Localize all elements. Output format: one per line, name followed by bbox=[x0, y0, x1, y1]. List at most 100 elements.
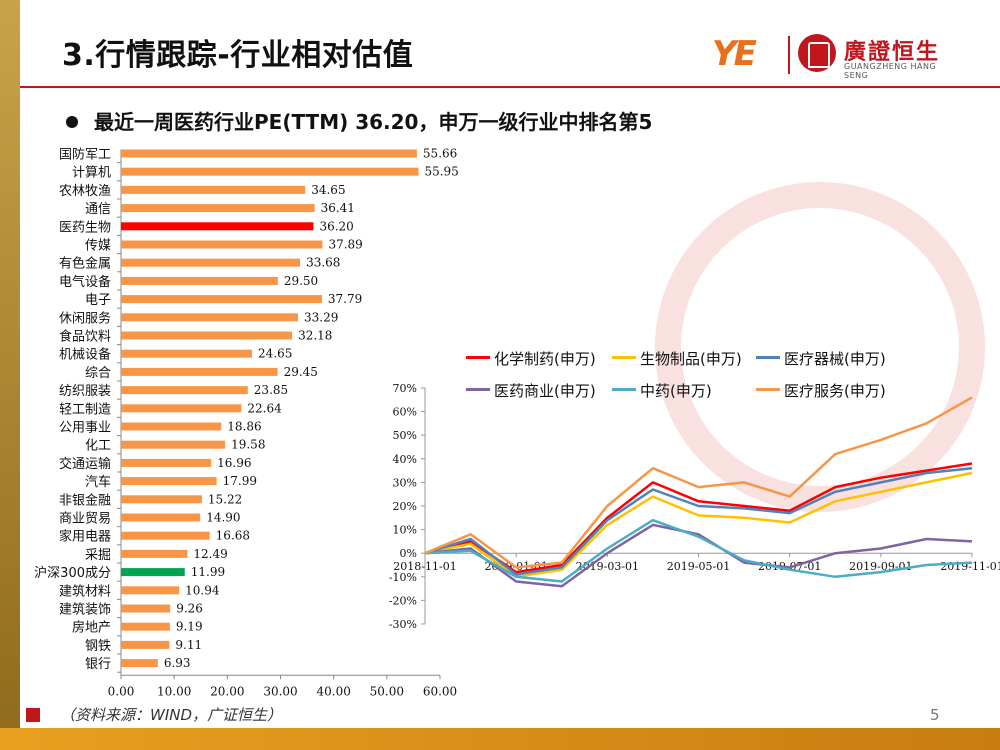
bar-value-label: 16.96 bbox=[217, 456, 251, 470]
bar-category-label: 电气设备 bbox=[59, 274, 111, 290]
line-series-5 bbox=[424, 396, 973, 569]
bar-category-label: 国防军工 bbox=[59, 147, 111, 163]
bar-2 bbox=[121, 185, 306, 194]
page-title: 3.行情跟踪-行业相对估值 bbox=[62, 38, 414, 73]
line-y-tick-label: 20% bbox=[393, 500, 417, 513]
bar-x-tick-label: 30.00 bbox=[263, 684, 297, 698]
bar-1 bbox=[121, 167, 419, 176]
logo-cn-name: 廣證恒生 bbox=[844, 40, 941, 65]
bar-category-label: 轻工制造 bbox=[59, 402, 111, 417]
bar-value-label: 33.29 bbox=[304, 310, 338, 324]
logo-en-name: GUANGZHENG HANG SENG bbox=[844, 62, 937, 80]
bar-28 bbox=[121, 659, 158, 668]
bar-value-label: 36.20 bbox=[319, 219, 353, 233]
bar-value-label: 6.93 bbox=[164, 656, 191, 670]
bar-category-label: 房地产 bbox=[72, 620, 111, 636]
bar-16 bbox=[121, 440, 226, 449]
line-x-tick-label: 2019-03-01 bbox=[576, 560, 639, 573]
legend-label: 医药商业(申万) bbox=[494, 382, 596, 400]
bar-value-label: 36.41 bbox=[321, 201, 355, 215]
bar-category-label: 机械设备 bbox=[59, 347, 111, 363]
bar-category-label: 采掘 bbox=[85, 548, 111, 563]
bar-category-label: 沪深300成分 bbox=[34, 565, 111, 581]
bar-3 bbox=[121, 204, 315, 213]
bar-x-tick-label: 40.00 bbox=[316, 684, 350, 698]
line-y-tick-label: -20% bbox=[389, 594, 417, 607]
line-series-0 bbox=[424, 462, 973, 574]
bar-25 bbox=[121, 604, 171, 613]
bar-13 bbox=[121, 386, 248, 395]
bar-category-label: 纺织服装 bbox=[59, 384, 111, 399]
bar-26 bbox=[121, 622, 170, 631]
bar-19 bbox=[121, 495, 202, 504]
legend-label: 化学制药(申万) bbox=[494, 350, 596, 368]
bar-x-tick-label: 10.00 bbox=[157, 684, 191, 698]
legend-label: 生物制品(申万) bbox=[640, 350, 742, 368]
ye-logo-mark: YE bbox=[712, 34, 757, 74]
bar-17 bbox=[121, 458, 212, 467]
bar-value-label: 29.50 bbox=[284, 274, 318, 288]
line-y-tick-label: 30% bbox=[393, 476, 417, 489]
legend-item-commerce: 医药商业(申万) bbox=[466, 380, 596, 401]
bar-15 bbox=[121, 422, 222, 431]
bar-category-label: 银行 bbox=[85, 657, 111, 672]
bar-value-label: 23.85 bbox=[254, 383, 288, 397]
line-y-tick-label: 0% bbox=[400, 547, 417, 560]
bar-category-label: 化工 bbox=[85, 439, 111, 454]
bar-0 bbox=[121, 149, 417, 158]
bar-23 bbox=[121, 568, 185, 577]
bar-value-label: 17.99 bbox=[223, 474, 257, 488]
bullet-dot-icon bbox=[66, 115, 78, 128]
seal-icon bbox=[798, 34, 836, 72]
line-chart-legend: 化学制药(申万) 生物制品(申万) 医疗器械(申万) 医药商业(申万) 中药(申… bbox=[466, 348, 936, 404]
legend-swatch bbox=[466, 356, 490, 359]
bar-21 bbox=[121, 531, 210, 540]
bar-value-label: 9.11 bbox=[175, 638, 202, 652]
bar-value-label: 9.19 bbox=[176, 620, 203, 634]
bar-value-label: 19.58 bbox=[231, 438, 265, 452]
legend-swatch bbox=[756, 356, 780, 359]
legend-swatch bbox=[612, 388, 636, 391]
bar-4 bbox=[121, 222, 314, 231]
bar-value-label: 10.94 bbox=[185, 583, 220, 597]
bar-value-label: 18.86 bbox=[227, 420, 261, 434]
footer-square-icon bbox=[26, 708, 40, 722]
bar-12 bbox=[121, 367, 278, 376]
bar-category-label: 非银金融 bbox=[59, 492, 111, 508]
bar-10 bbox=[121, 331, 293, 340]
legend-label: 医疗服务(申万) bbox=[784, 382, 886, 400]
bar-value-label: 11.99 bbox=[191, 565, 225, 579]
bar-value-label: 14.90 bbox=[206, 511, 240, 525]
bar-value-label: 55.95 bbox=[424, 165, 458, 179]
bar-7 bbox=[121, 276, 278, 285]
bar-9 bbox=[121, 313, 298, 322]
legend-item-device: 医疗器械(申万) bbox=[756, 348, 886, 369]
bar-category-label: 综合 bbox=[85, 366, 111, 381]
bar-value-label: 37.79 bbox=[328, 292, 362, 306]
bar-category-label: 钢铁 bbox=[85, 639, 111, 654]
line-series-4 bbox=[424, 518, 973, 583]
line-y-tick-label: -30% bbox=[389, 618, 417, 631]
bar-value-label: 9.26 bbox=[176, 602, 203, 616]
legend-swatch bbox=[756, 388, 780, 391]
legend-item-tcm: 中药(申万) bbox=[612, 380, 712, 401]
summary-bullet: 最近一周医药行业PE(TTM) 36.20，申万一级行业中排名第5 bbox=[66, 106, 652, 135]
bar-category-label: 计算机 bbox=[72, 166, 111, 181]
bar-20 bbox=[121, 513, 201, 522]
left-accent-bar bbox=[0, 0, 20, 750]
logo-divider bbox=[788, 36, 790, 74]
bar-value-label: 16.68 bbox=[216, 529, 250, 543]
bar-6 bbox=[121, 258, 301, 267]
bar-category-label: 建筑材料 bbox=[59, 583, 111, 599]
line-y-tick-label: 50% bbox=[393, 429, 417, 442]
bar-category-label: 食品饮料 bbox=[59, 329, 111, 345]
line-y-tick-label: -10% bbox=[389, 571, 417, 584]
bar-category-label: 商业贸易 bbox=[59, 512, 111, 527]
bar-category-label: 电子 bbox=[85, 293, 111, 308]
bar-value-label: 29.45 bbox=[284, 365, 318, 379]
title-divider bbox=[20, 86, 1000, 88]
bar-category-label: 家用电器 bbox=[59, 529, 111, 545]
bar-value-label: 33.68 bbox=[306, 256, 340, 270]
line-series-3 bbox=[424, 523, 973, 588]
